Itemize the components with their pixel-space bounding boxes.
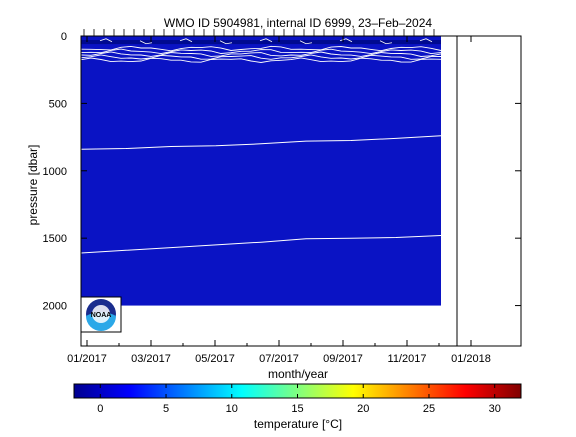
near-surface-contour: [80, 57, 442, 63]
colorbar-tick-label: 25: [423, 403, 435, 415]
colorbar-tick-label: 30: [489, 403, 501, 415]
noaa-logo: NOAA: [80, 296, 122, 333]
surface-layer: [81, 40, 441, 45]
near-surface-contour: [80, 45, 442, 52]
x-tick-label: 03/2017: [131, 353, 171, 365]
x-tick-label: 01/2017: [67, 353, 107, 365]
x-tick-label: 05/2017: [195, 353, 235, 365]
surface-contour-fragment: [419, 38, 433, 43]
surface-contour-fragment: [219, 40, 233, 45]
surface-contour-fragment: [379, 40, 393, 45]
colorbar-tick-label: 5: [163, 403, 169, 415]
noaa-logo-text: NOAA: [91, 312, 112, 319]
x-tick-label: 09/2017: [323, 353, 363, 365]
surface-contour-fragment: [339, 38, 353, 43]
colorbar-label: temperature [°C]: [254, 417, 342, 431]
y-tick-label: 2000: [43, 301, 67, 313]
near-surface-contour: [80, 48, 442, 55]
surface-contour-fragment: [99, 38, 113, 43]
colorbar-tick-label: 20: [357, 403, 369, 415]
x-axis-label: month/year: [268, 367, 328, 381]
colorbar-ticks: 0 5 10 15 20 25 30: [97, 384, 501, 415]
near-surface-contour: [80, 51, 442, 57]
temperature-field: [81, 36, 441, 306]
x-tick-label: 01/2018: [451, 353, 491, 365]
surface-contour-fragment: [299, 40, 313, 45]
y-tick-label: 0: [61, 31, 67, 43]
plot-frame: [80, 35, 522, 347]
surface-contour-fragment: [179, 38, 193, 43]
plot-area: 0 500 1000 1500 2000 01/2017 03/2017 05/2017 07/…: [43, 29, 522, 365]
isotherm-line: [80, 135, 442, 150]
surface-contour-fragment: [259, 38, 273, 43]
y-tick-label: 1500: [43, 233, 67, 245]
chart-title: WMO ID 5904981, internal ID 6999, 23–Feb…: [164, 16, 432, 30]
colorbar-tick-label: 0: [97, 403, 103, 415]
isotherm-line: [80, 235, 442, 254]
x-tick-label: 11/2017: [388, 353, 427, 365]
colorbar-tick-label: 10: [226, 403, 238, 415]
y-axis-label: pressure [dbar]: [26, 145, 40, 226]
x-tick-label: 07/2017: [259, 353, 299, 365]
colorbar-tick-label: 15: [291, 403, 303, 415]
surface-contour-fragment: [139, 40, 153, 45]
colorbar: 0 5 10 15 20 25 30 temperature [°C]: [73, 383, 522, 431]
y-tick-label: 500: [49, 98, 67, 110]
near-surface-contour: [80, 54, 442, 60]
y-tick-label: 1000: [43, 166, 67, 178]
